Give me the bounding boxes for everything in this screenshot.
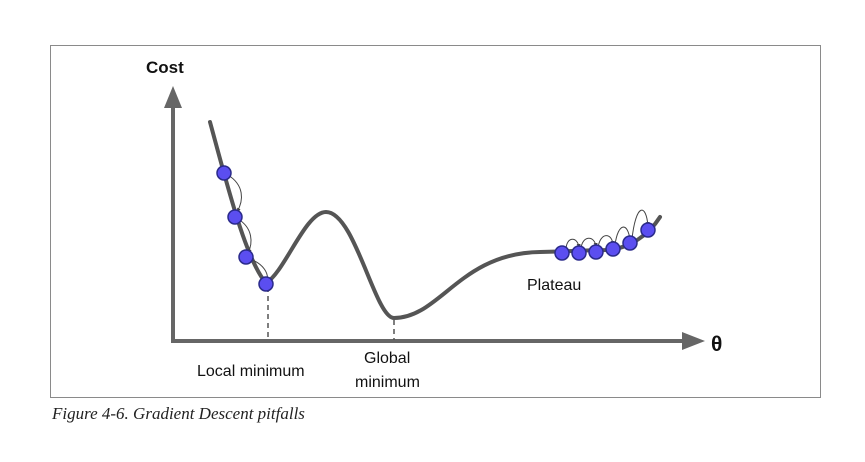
y-axis-arrowhead: [164, 86, 182, 108]
y-axis-label: Cost: [146, 58, 184, 77]
figure-caption: Figure 4-6. Gradient Descent pitfalls: [52, 404, 305, 423]
global-minimum-label-line1: Global: [364, 350, 410, 367]
gradient-step-ball: [622, 235, 638, 251]
cost-curve: [208, 120, 662, 321]
gradient-step-ball: [258, 276, 274, 292]
gradient-step-ball: [605, 241, 621, 257]
step-arrow: [227, 174, 242, 213]
gradient-step-ball: [227, 209, 243, 225]
global-minimum-label-line2: minimum: [355, 374, 420, 391]
gradient-step-ball: [588, 244, 604, 260]
gradient-step-ball: [216, 165, 232, 181]
step-arrow: [631, 209, 650, 240]
gradient-step-ball: [554, 245, 570, 261]
x-axis-arrowhead: [682, 332, 705, 350]
gradient-step-ball: [238, 249, 254, 265]
x-axis-label: θ: [711, 333, 722, 356]
gradient-step-ball: [571, 245, 587, 261]
plateau-label: Plateau: [527, 277, 581, 294]
gradient-step-ball: [640, 222, 656, 238]
local-minimum-label: Local minimum: [197, 363, 305, 380]
